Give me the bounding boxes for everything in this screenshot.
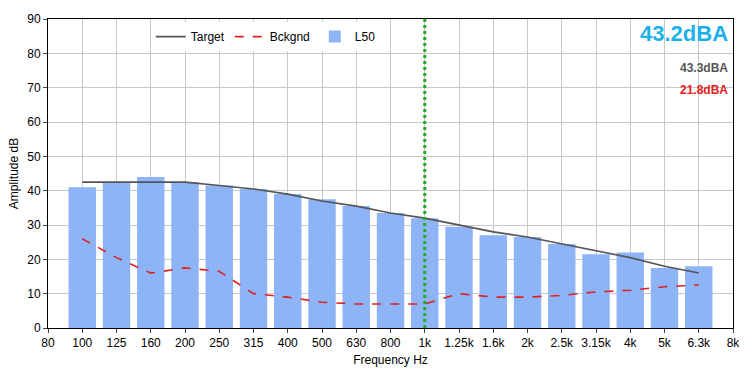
svg-text:30: 30 bbox=[27, 218, 41, 232]
svg-text:43.2dBA: 43.2dBA bbox=[640, 21, 728, 46]
svg-text:800: 800 bbox=[380, 336, 400, 350]
svg-text:1.6k: 1.6k bbox=[482, 336, 506, 350]
svg-text:1k: 1k bbox=[418, 336, 432, 350]
svg-text:Bckgnd: Bckgnd bbox=[270, 30, 310, 44]
svg-text:2.5k: 2.5k bbox=[550, 336, 574, 350]
svg-text:630: 630 bbox=[346, 336, 366, 350]
svg-text:6.3k: 6.3k bbox=[687, 336, 711, 350]
svg-text:400: 400 bbox=[278, 336, 298, 350]
svg-text:Frequency Hz: Frequency Hz bbox=[353, 353, 428, 367]
svg-text:60: 60 bbox=[27, 115, 41, 129]
svg-text:500: 500 bbox=[312, 336, 332, 350]
svg-text:40: 40 bbox=[27, 184, 41, 198]
svg-text:80: 80 bbox=[27, 47, 41, 61]
svg-text:21.8dBA: 21.8dBA bbox=[680, 83, 728, 97]
svg-text:5k: 5k bbox=[658, 336, 672, 350]
svg-text:315: 315 bbox=[243, 336, 263, 350]
svg-text:20: 20 bbox=[27, 253, 41, 267]
svg-text:80: 80 bbox=[41, 336, 55, 350]
svg-text:10: 10 bbox=[27, 287, 41, 301]
svg-text:100: 100 bbox=[72, 336, 92, 350]
svg-text:125: 125 bbox=[106, 336, 126, 350]
svg-text:8k: 8k bbox=[727, 336, 741, 350]
svg-text:90: 90 bbox=[27, 12, 41, 26]
svg-text:50: 50 bbox=[27, 150, 41, 164]
svg-text:43.3dBA: 43.3dBA bbox=[680, 61, 728, 75]
svg-text:200: 200 bbox=[175, 336, 195, 350]
svg-text:250: 250 bbox=[209, 336, 229, 350]
svg-text:Amplitude dB: Amplitude dB bbox=[7, 138, 21, 209]
svg-text:2k: 2k bbox=[521, 336, 535, 350]
svg-text:1.25k: 1.25k bbox=[444, 336, 474, 350]
svg-text:160: 160 bbox=[141, 336, 161, 350]
svg-text:3.15k: 3.15k bbox=[581, 336, 611, 350]
svg-text:4k: 4k bbox=[624, 336, 638, 350]
svg-text:0: 0 bbox=[34, 321, 41, 335]
svg-text:Target: Target bbox=[191, 30, 225, 44]
svg-text:70: 70 bbox=[27, 81, 41, 95]
svg-text:L50: L50 bbox=[355, 30, 375, 44]
